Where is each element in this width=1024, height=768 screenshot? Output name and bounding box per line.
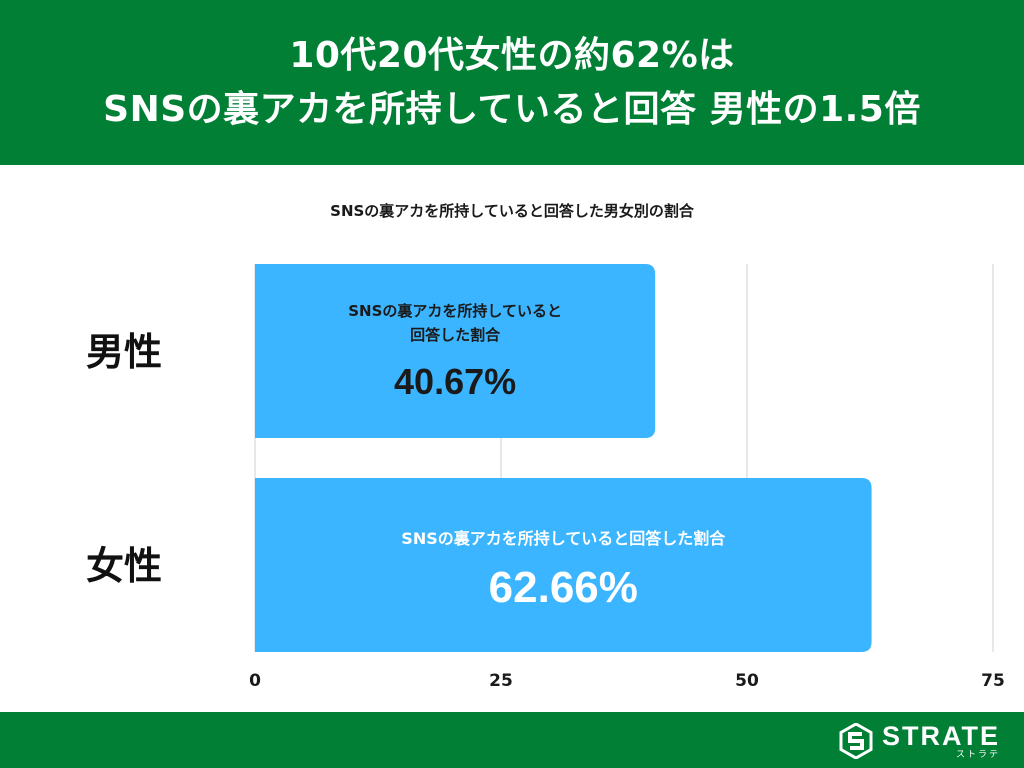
logo-kana: ストラテ — [955, 750, 1000, 760]
value-label: 40.67% — [394, 361, 516, 402]
chart-title: SNSの裏アカを所持していると回答した男女別の割合 — [330, 202, 694, 220]
bar-caption: 回答した割合 — [410, 326, 501, 344]
x-tick-label: 50 — [735, 671, 759, 691]
bar-0 — [255, 264, 656, 438]
category-label: 男性 — [86, 330, 162, 374]
footer-bar: STRATE ストラテ — [0, 712, 1024, 768]
bar-caption: SNSの裏アカを所持していると回答した割合 — [401, 529, 726, 548]
category-label: 女性 — [86, 544, 162, 588]
strate-logo-icon — [839, 723, 873, 759]
x-tick-label: 0 — [249, 671, 261, 691]
headline-line-1: 10代20代女性の約62%は — [289, 34, 735, 76]
logo-wordmark: STRATE — [882, 721, 1000, 751]
bar-chart: 0 25 50 75 男性 SNSの裏アカを所持していると回答した割合 40.67% 女性 SN… — [86, 264, 1005, 691]
bar-caption: SNSの裏アカを所持していると — [348, 302, 562, 320]
x-tick-label: 25 — [489, 671, 513, 691]
header-banner: 10代20代女性の約62%は SNSの裏アカを所持していると回答 男性の1.5倍 — [0, 0, 1024, 165]
x-tick-label: 75 — [981, 671, 1005, 691]
value-label: 62.66% — [489, 563, 638, 612]
headline-line-2: SNSの裏アカを所持していると回答 男性の1.5倍 — [103, 88, 921, 130]
bar-1 — [255, 478, 872, 652]
strate-logo[interactable]: STRATE ストラテ — [838, 720, 1000, 762]
